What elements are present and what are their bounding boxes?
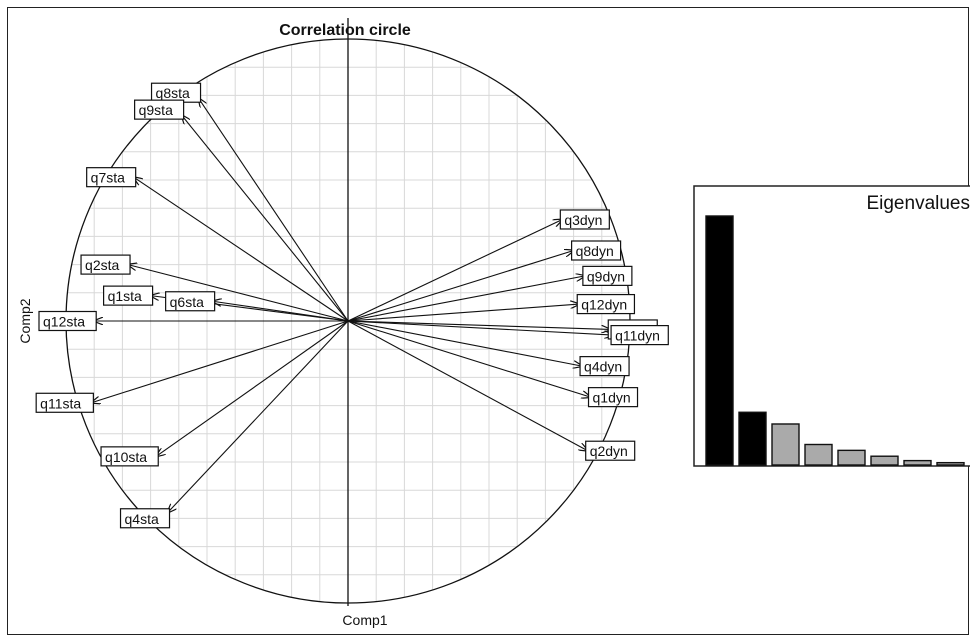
variable-label-box (134, 99, 185, 120)
variable-label-q6sta: q6sta (165, 291, 216, 312)
variable-label-box (165, 291, 216, 312)
variable-label-text: q4dyn (584, 359, 622, 375)
variable-label-q9sta: q9sta (134, 99, 185, 120)
variable-label-q11dyn: q11dyn (610, 325, 669, 346)
variable-label-text: q7sta (91, 170, 125, 186)
variable-arrow-q4sta (168, 320, 349, 513)
variable-label-text: q6sta (170, 294, 204, 310)
variable-label-box (119, 508, 171, 529)
eigenvalue-bar-4 (804, 443, 833, 466)
eigenvalue-bar-6 (870, 455, 899, 466)
variable-label-q7sta: q7sta (86, 167, 137, 188)
variable-arrow-q2dyn (347, 320, 588, 451)
variable-label-q2sta: q2sta (80, 254, 131, 275)
variable-label-box (35, 392, 94, 413)
variable-label-text: q12sta (43, 314, 85, 330)
variable-arrow-q1dyn (347, 320, 591, 397)
variable-label-text: q4sta (125, 511, 159, 527)
variable-label-text: q9sta (139, 102, 173, 118)
eigenvalues-inset-frame (693, 185, 976, 467)
chart-canvas: Correlation circle Comp1 Comp2 q8staq9st… (17, 18, 976, 628)
variable-label-box (559, 209, 610, 230)
variable-arrow-q8dyn (347, 251, 574, 322)
variable-arrows (91, 98, 613, 513)
variable-label-box (585, 440, 636, 461)
variable-label-box (576, 293, 636, 315)
figure-frame: Correlation circle Comp1 Comp2 q8sta q9st… (7, 7, 976, 635)
variable-label-q12sta: q12sta (38, 310, 97, 332)
variable-label-q1dyn: q1dyn (587, 387, 639, 408)
variable-label-box (570, 240, 622, 261)
eigenvalue-bar-5 (837, 449, 866, 466)
variable-label-text: q12dyn (581, 297, 627, 313)
variable-label-q8dyn: q8dyn (570, 240, 622, 261)
variable-label-q10sta: q10sta (100, 446, 159, 467)
variable-label-box (80, 254, 131, 275)
variable-label-text: q3dyn (564, 212, 602, 228)
eigenvalue-bar-2 (738, 411, 767, 466)
eigenvalues-inset: Eigenvalues (693, 185, 976, 467)
variable-label-q4sta: q4sta (119, 508, 171, 529)
variable-arrow-q11sta (91, 320, 349, 403)
variable-label-box (610, 325, 669, 346)
eigenvalue-bar-3 (771, 423, 800, 466)
variable-arrow-q7sta (134, 177, 349, 322)
variable-label-text: q9dyn (587, 268, 625, 284)
eigenvalues-inset-title: Eigenvalues (866, 193, 970, 214)
variable-label-q8sta: q8sta (150, 82, 202, 103)
variable-label-text: q2dyn (590, 443, 628, 459)
variable-label-box (587, 387, 639, 408)
variable-label-box (579, 356, 630, 377)
variable-label-text: q8dyn (576, 243, 614, 259)
variable-arrow-q10sta (156, 320, 349, 456)
eigenvalue-bar-1 (705, 215, 734, 466)
variable-label-q11sta: q11sta (35, 392, 94, 413)
variable-label-text: q1dyn (593, 390, 631, 406)
variable-label-q12dyn: q12dyn (576, 293, 636, 315)
variable-arrow-q6sta (213, 301, 349, 322)
variable-arrow-q12dyn (347, 304, 579, 322)
eigenvalue-bar-7 (903, 459, 932, 466)
variable-label-text: q1sta (108, 288, 142, 304)
x-axis-label: Comp1 (342, 612, 387, 628)
variable-label-q2dyn: q2dyn (585, 440, 636, 461)
variable-label-box (100, 446, 159, 467)
variable-label-box (582, 265, 633, 286)
variable-arrow-q9sta (182, 115, 349, 322)
variable-arrow-q2sta (128, 265, 349, 322)
variable-label-q1sta: q1sta (102, 285, 154, 306)
variable-arrow-q9dyn (347, 276, 585, 322)
variable-arrow-q4dyn (347, 320, 582, 366)
variable-label-q3dyn: q3dyn (559, 209, 610, 230)
variable-arrow-q11dyn (347, 320, 613, 335)
eigenvalue-bar-8 (936, 461, 965, 466)
variable-arrow-q5dyn (347, 320, 610, 329)
chart-title: Correlation circle (279, 22, 411, 39)
variable-label-text: q8sta (156, 85, 190, 101)
variable-label-box (86, 167, 137, 188)
variable-label-box (102, 285, 154, 306)
y-axis-label: Comp2 (17, 298, 33, 343)
variable-arrow-q8sta (199, 98, 349, 322)
variable-label-text: q11sta (40, 395, 81, 411)
variable-label-text: q11dyn (615, 328, 660, 344)
eigenvalue-bars (705, 215, 965, 466)
variable-label-text: q2sta (85, 257, 119, 273)
variable-label-q9dyn: q9dyn (582, 265, 633, 286)
variable-label-text: q10sta (105, 449, 147, 465)
variable-arrow-q3dyn (347, 219, 562, 322)
variable-label-q4dyn: q4dyn (579, 356, 630, 377)
variable-label-box (38, 310, 97, 332)
